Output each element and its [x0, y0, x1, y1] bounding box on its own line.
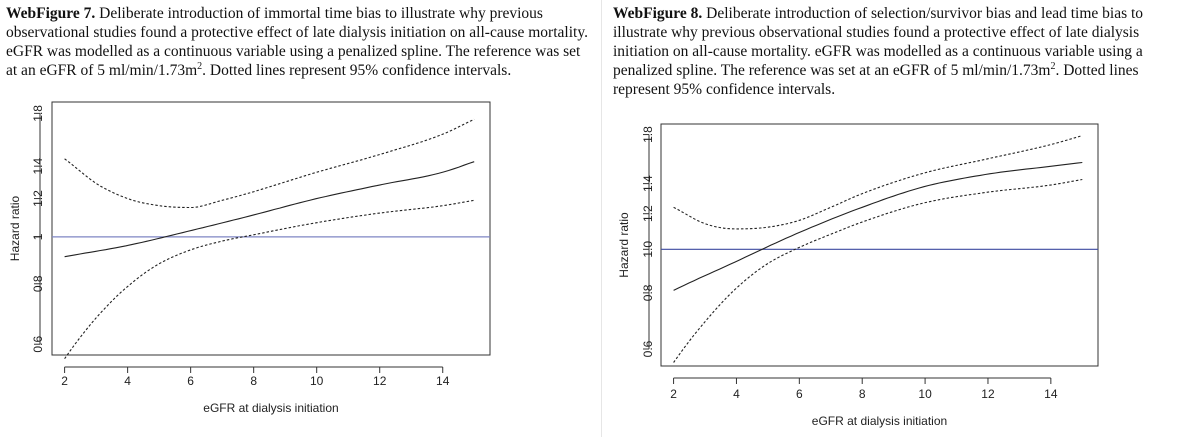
- fig7-upper-ci-line: [64, 118, 475, 209]
- figure-7-caption-end: . Dotted lines represent 95% confidence …: [202, 62, 512, 79]
- fig8-x-tick-label: 12: [981, 387, 995, 401]
- fig7-estimate-line: [64, 161, 475, 258]
- figure-8-caption-text: Deliberate introduction of selection/sur…: [613, 5, 1144, 79]
- fig7-y-tick-label: 1.8: [31, 105, 45, 122]
- figure-7-chart: 2 4 6 8 10 12 14 eGFR at dialysis initiation 0.6…: [8, 101, 491, 415]
- fig8-y-tick-label: 1.2: [641, 205, 655, 222]
- figure-7-caption-text: Deliberate introduction of immortal time…: [6, 5, 588, 79]
- panel-divider: [601, 0, 602, 437]
- fig8-y-tick-label: 0.6: [641, 340, 655, 357]
- fig8-y-tick-label: 1.8: [641, 126, 655, 143]
- figure-8-label: WebFigure 8.: [613, 5, 703, 22]
- fig7-x-tick-label: 4: [124, 374, 131, 388]
- fig8-plot-frame: [660, 123, 1099, 367]
- fig7-y-tick-label: 1.2: [31, 190, 45, 207]
- fig8-upper-ci-line: [673, 135, 1083, 230]
- fig8-y-tick-label: 1.0: [641, 241, 655, 258]
- fig7-x-tick-label: 10: [310, 374, 324, 388]
- fig8-x-axis-label: eGFR at dialysis initiation: [812, 414, 947, 428]
- figure-8-caption-end: . Dotted lines represent 95% confidence …: [613, 62, 1139, 98]
- figure-8-caption: WebFigure 8. Deliberate introduction of …: [613, 4, 1198, 99]
- fig7-lower-ci-line: [64, 199, 475, 360]
- fig7-y-tick-label: 0.8: [31, 275, 45, 292]
- fig7-y-tick-label: 1: [31, 233, 45, 240]
- fig7-x-tick-label: 12: [373, 374, 387, 388]
- fig7-x-axis-label: eGFR at dialysis initiation: [203, 401, 338, 415]
- fig8-y-axis-label: Hazard ratio: [617, 212, 631, 278]
- fig7-x-tick-label: 2: [61, 374, 68, 388]
- figure-7-label: WebFigure 7.: [6, 5, 96, 22]
- fig8-x-tick-label: 2: [670, 387, 677, 401]
- fig8-x-tick-label: 4: [733, 387, 740, 401]
- fig8-x-tick-label: 10: [918, 387, 932, 401]
- figure-7-superscript: 2: [197, 60, 203, 72]
- fig8-x-tick-label: 8: [859, 387, 866, 401]
- fig8-estimate-line: [673, 161, 1083, 291]
- fig8-y-tick-label: 0.8: [641, 284, 655, 301]
- fig7-x-tick-label: 8: [250, 374, 257, 388]
- figure-8-superscript: 2: [1050, 60, 1056, 72]
- fig7-y-tick-label: 0.6: [31, 336, 45, 353]
- fig7-y-axis-label: Hazard ratio: [8, 196, 22, 262]
- fig8-lower-ci-line: [673, 178, 1083, 363]
- fig7-x-tick-label: 14: [436, 374, 450, 388]
- fig7-plot-frame: [51, 101, 491, 356]
- fig8-x-tick-label: 6: [796, 387, 803, 401]
- fig8-y-tick-label: 1.4: [641, 175, 655, 192]
- fig7-x-tick-label: 6: [187, 374, 194, 388]
- figure-7-caption: WebFigure 7. Deliberate introduction of …: [6, 4, 591, 80]
- fig8-x-tick-label: 14: [1044, 387, 1058, 401]
- fig7-y-tick-label: 1.4: [31, 158, 45, 175]
